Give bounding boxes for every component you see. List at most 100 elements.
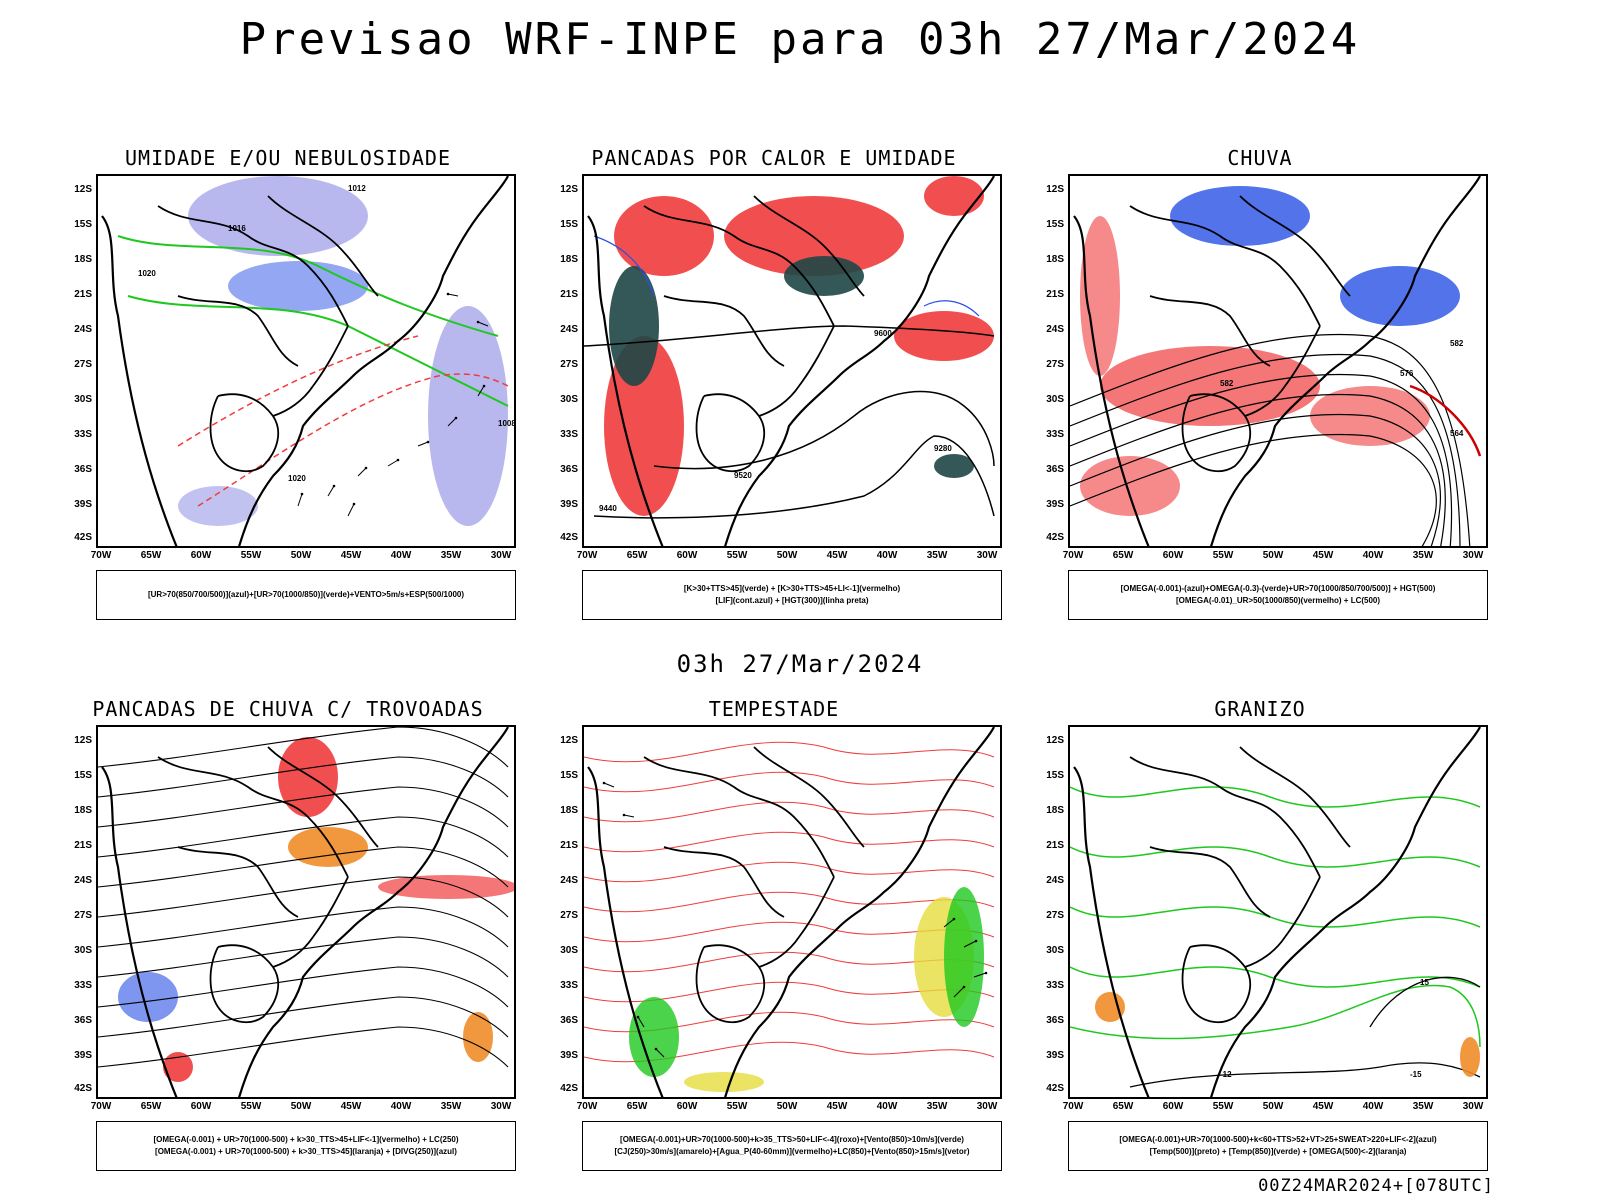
lat-tick-label: 18S — [560, 805, 578, 816]
lon-tick-label: 45W — [1312, 550, 1334, 561]
lat-tick-label: 30S — [1046, 945, 1064, 956]
lon-tick-label: 50W — [1262, 550, 1284, 561]
streamline — [98, 996, 509, 1038]
lat-tick-label: 42S — [74, 532, 92, 543]
wind-vector-head — [984, 971, 988, 975]
lat-tick-label: 15S — [74, 219, 92, 230]
lon-tick-label: 60W — [190, 1101, 212, 1112]
streamline — [98, 816, 509, 858]
lat-tick-label: 15S — [560, 219, 578, 230]
streamline — [98, 906, 509, 948]
lat-tick-label: 18S — [74, 254, 92, 265]
legend-line: [LIF](cont.azul) + [HGT(300)](linha pret… — [715, 596, 869, 605]
lat-tick-label: 33S — [560, 980, 578, 991]
lat-tick-label: 21S — [560, 289, 578, 300]
lat-tick-label: 27S — [1046, 910, 1064, 921]
streamline — [98, 876, 509, 918]
lat-tick-label: 27S — [74, 910, 92, 921]
lon-tick-label: 65W — [626, 550, 648, 561]
wind-vector-head — [364, 466, 368, 470]
lon-tick-label: 50W — [776, 1101, 798, 1112]
forecast-map: 582 576 564 582 — [1068, 174, 1488, 548]
wind-vector-head — [300, 492, 304, 496]
lon-tick-label: 40W — [876, 1101, 898, 1112]
lat-tick-label: 18S — [1046, 805, 1064, 816]
wind-strong-area — [629, 997, 679, 1077]
country-border — [1239, 746, 1351, 848]
lat-tick-label: 15S — [1046, 219, 1064, 230]
wind-vector-head — [482, 384, 486, 388]
contour-label: 582 — [1450, 339, 1464, 348]
streamline — [98, 756, 509, 798]
lat-tick-label: 39S — [1046, 1050, 1064, 1061]
rain-area — [1080, 456, 1180, 516]
lif-contour — [923, 300, 980, 317]
lat-tick-label: 33S — [74, 980, 92, 991]
lat-tick-label: 24S — [1046, 324, 1064, 335]
contour-label: 1008 — [498, 419, 516, 428]
lon-tick-label: 50W — [290, 550, 312, 561]
wind-vector-head — [426, 440, 430, 444]
humidity-low-contour — [117, 235, 499, 337]
legend-line: [UR>70(850/700/500)](azul)+[UR>70(1000/8… — [147, 590, 465, 599]
country-border — [177, 846, 299, 918]
country-border — [753, 746, 865, 848]
wind-vector-head — [454, 416, 458, 420]
country-border — [1244, 876, 1321, 968]
lat-tick-label: 27S — [560, 359, 578, 370]
lat-tick-label: 30S — [74, 394, 92, 405]
streamline-850 — [584, 741, 995, 763]
lat-tick-label: 18S — [560, 254, 578, 265]
wind-vector-head — [622, 813, 626, 817]
storm-area — [378, 875, 514, 899]
streamline-850 — [584, 861, 995, 883]
lat-tick-label: 21S — [1046, 289, 1064, 300]
omega500-area — [1095, 992, 1125, 1022]
lat-tick-label: 21S — [74, 840, 92, 851]
wind-strong-area — [944, 887, 984, 1027]
jet-core-area — [684, 1072, 764, 1092]
lat-tick-label: 24S — [1046, 875, 1064, 886]
lon-tick-label: 30W — [1462, 1101, 1484, 1112]
panel-title: PANCADAS POR CALOR E UMIDADE — [591, 146, 957, 170]
panel-granizo: GRANIZO 12S 15S 18S 21S 24S 27S 30S 33S 36S 39S 42S… — [1030, 697, 1490, 1177]
contour-label: 1020 — [288, 474, 306, 483]
contour-label: -12 — [1220, 1070, 1232, 1079]
wind-vector — [655, 1048, 665, 1058]
country-border — [1181, 944, 1252, 1024]
humidity-high-area — [188, 176, 368, 256]
lat-tick-label: 24S — [560, 875, 578, 886]
country-border — [758, 876, 835, 968]
hgt-contour — [593, 435, 995, 519]
wind-vector — [347, 503, 355, 517]
panel-pancadas-calor: PANCADAS POR CALOR E UMIDADE 12S 15S 18S 21S… — [544, 146, 1004, 626]
temp850-contour — [1070, 984, 1481, 1048]
country-border — [643, 205, 835, 327]
country-border — [1239, 195, 1351, 297]
thickness-contour — [177, 335, 419, 447]
country-border — [209, 944, 280, 1024]
lon-tick-label: 60W — [1162, 1101, 1184, 1112]
panel-title: TEMPESTADE — [708, 697, 840, 721]
lon-tick-label: 35W — [1412, 1101, 1434, 1112]
country-border — [695, 944, 766, 1024]
contour-label: 582 — [1220, 379, 1234, 388]
forecast-map: 9600 9520 9440 9280 — [582, 174, 1002, 548]
rain-area — [1080, 216, 1120, 376]
wind-vector — [447, 417, 457, 427]
wind-vector — [623, 814, 635, 818]
country-border — [1129, 756, 1321, 878]
lon-tick-label: 60W — [190, 550, 212, 561]
lat-tick-label: 42S — [74, 1083, 92, 1094]
coastline — [101, 176, 509, 546]
instability-area — [604, 336, 684, 516]
lon-tick-label: 35W — [926, 1101, 948, 1112]
lon-tick-label: 30W — [976, 550, 998, 561]
wind-vector-head — [636, 1015, 640, 1019]
lon-tick-label: 45W — [826, 550, 848, 561]
lat-tick-label: 39S — [560, 499, 578, 510]
omega-area — [1340, 266, 1460, 326]
wind-vector — [477, 385, 485, 397]
wind-vector — [637, 1016, 645, 1028]
country-border — [177, 295, 299, 367]
